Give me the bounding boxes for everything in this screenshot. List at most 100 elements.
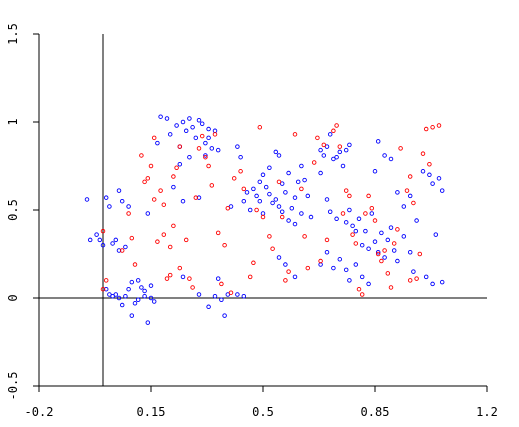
data-point <box>190 125 195 130</box>
y-tick-label: 0.5 <box>6 199 20 221</box>
data-point <box>148 163 154 169</box>
data-point <box>180 274 186 280</box>
data-point <box>334 123 339 128</box>
data-point <box>295 179 301 185</box>
data-point <box>308 214 314 220</box>
data-point <box>193 135 199 141</box>
data-point <box>292 221 298 227</box>
data-point <box>391 248 397 253</box>
data-point <box>305 265 311 271</box>
data-point <box>302 177 307 183</box>
data-point <box>203 154 208 160</box>
data-point <box>433 232 439 237</box>
data-point <box>388 225 394 230</box>
data-point <box>129 279 135 285</box>
data-point <box>244 190 250 195</box>
data-point <box>225 205 231 211</box>
data-point <box>337 149 343 155</box>
data-point <box>420 151 426 156</box>
data-point <box>177 265 183 271</box>
data-point <box>254 193 259 199</box>
data-point <box>129 235 135 241</box>
data-point <box>158 114 163 119</box>
data-point <box>235 144 240 149</box>
data-point <box>283 262 288 267</box>
data-point <box>199 121 205 127</box>
x-tick-label: -0.2 <box>25 405 54 419</box>
data-point <box>273 197 279 202</box>
data-point <box>126 204 131 209</box>
data-point <box>100 242 106 248</box>
data-point <box>327 209 333 215</box>
x-tick-label: 0.85 <box>361 405 390 419</box>
data-point <box>327 132 333 137</box>
data-point <box>359 292 365 297</box>
data-point <box>315 135 320 141</box>
data-point <box>215 230 221 236</box>
data-point <box>155 239 160 244</box>
data-point <box>299 211 304 216</box>
data-point <box>132 262 138 267</box>
data-point <box>420 169 426 174</box>
data-point <box>119 248 125 253</box>
data-point <box>385 271 391 276</box>
data-point <box>180 119 186 125</box>
data-point <box>135 278 141 283</box>
data-point <box>347 278 352 283</box>
data-point <box>183 128 189 134</box>
data-point <box>375 251 381 257</box>
data-point <box>161 232 167 237</box>
data-point <box>126 211 131 216</box>
data-point <box>238 154 243 160</box>
data-point <box>353 241 359 246</box>
data-point <box>155 140 160 146</box>
data-point <box>97 237 103 243</box>
data-point <box>366 193 371 199</box>
data-point <box>113 237 119 243</box>
data-point <box>148 295 154 301</box>
plot-frame <box>38 34 487 387</box>
data-point <box>359 274 365 280</box>
data-point <box>177 144 183 149</box>
data-point <box>209 183 215 188</box>
data-point <box>251 186 256 192</box>
data-point <box>241 293 247 299</box>
data-point <box>110 241 115 246</box>
data-point <box>302 234 307 239</box>
data-point <box>123 244 128 250</box>
data-point <box>267 191 272 197</box>
data-point <box>167 132 173 137</box>
data-point <box>107 204 112 209</box>
data-point <box>257 179 263 185</box>
data-point <box>407 249 413 255</box>
data-point <box>215 147 221 153</box>
data-point <box>167 244 173 250</box>
data-point <box>276 179 282 185</box>
data-point <box>324 237 330 243</box>
data-point <box>395 190 400 195</box>
data-point <box>238 169 243 174</box>
data-point <box>183 237 189 243</box>
data-point <box>286 269 291 274</box>
data-point <box>151 299 157 304</box>
data-point <box>203 140 208 146</box>
data-point <box>401 204 407 209</box>
data-point <box>260 211 266 216</box>
data-point <box>142 293 147 299</box>
data-point <box>206 126 211 132</box>
data-point <box>382 248 387 253</box>
data-point <box>337 257 343 262</box>
data-point <box>436 176 442 181</box>
data-point <box>100 286 106 292</box>
data-point <box>164 116 170 121</box>
data-point <box>177 161 183 167</box>
data-point <box>414 218 419 223</box>
data-point <box>235 292 240 297</box>
data-point <box>379 258 384 264</box>
data-point <box>145 320 151 325</box>
data-point <box>222 242 227 248</box>
data-point <box>395 227 400 232</box>
data-point <box>430 125 435 130</box>
data-point <box>219 281 224 287</box>
